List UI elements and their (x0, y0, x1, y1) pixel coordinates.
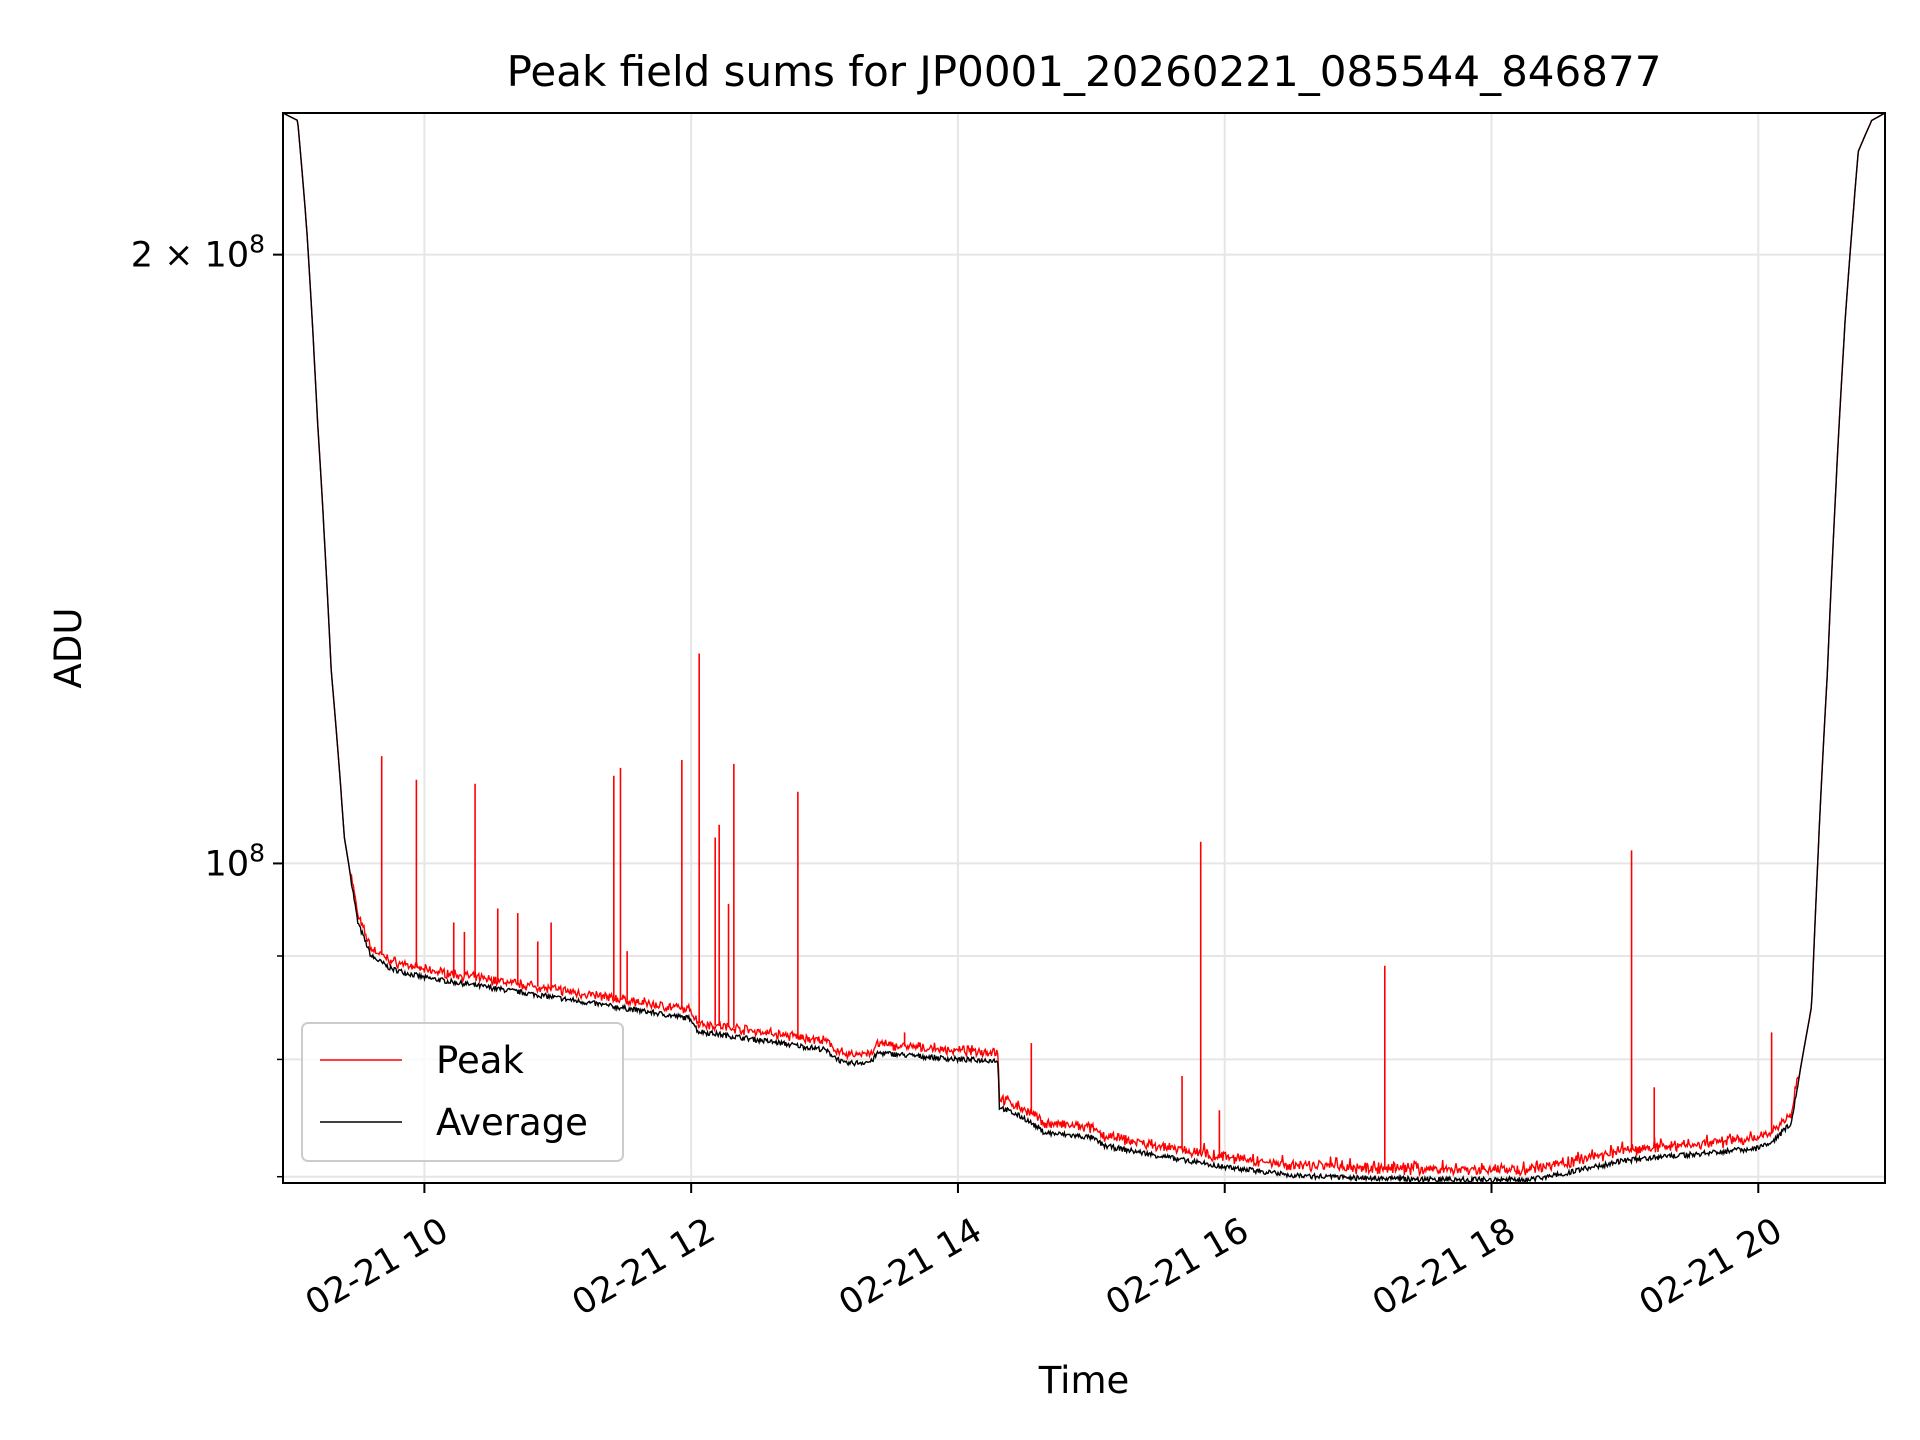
chart-title: Peak field sums for JP0001_20260221_0855… (507, 47, 1662, 96)
series-peak-line (282, 112, 1886, 1178)
y-tick-label: 2 × 108 (131, 230, 265, 276)
grid (283, 113, 1885, 1183)
y-axis-label: ADU (47, 608, 90, 689)
series-average-line (282, 112, 1886, 1185)
plot-background (283, 113, 1885, 1183)
x-axis-label: Time (1038, 1359, 1130, 1402)
legend: Peak Average (301, 1022, 624, 1162)
plot-frame (282, 112, 1886, 1184)
series-lines (282, 112, 1886, 1185)
legend-average-label: Average (436, 1101, 588, 1144)
legend-peak-label: Peak (436, 1039, 524, 1082)
legend-box (301, 1022, 624, 1162)
